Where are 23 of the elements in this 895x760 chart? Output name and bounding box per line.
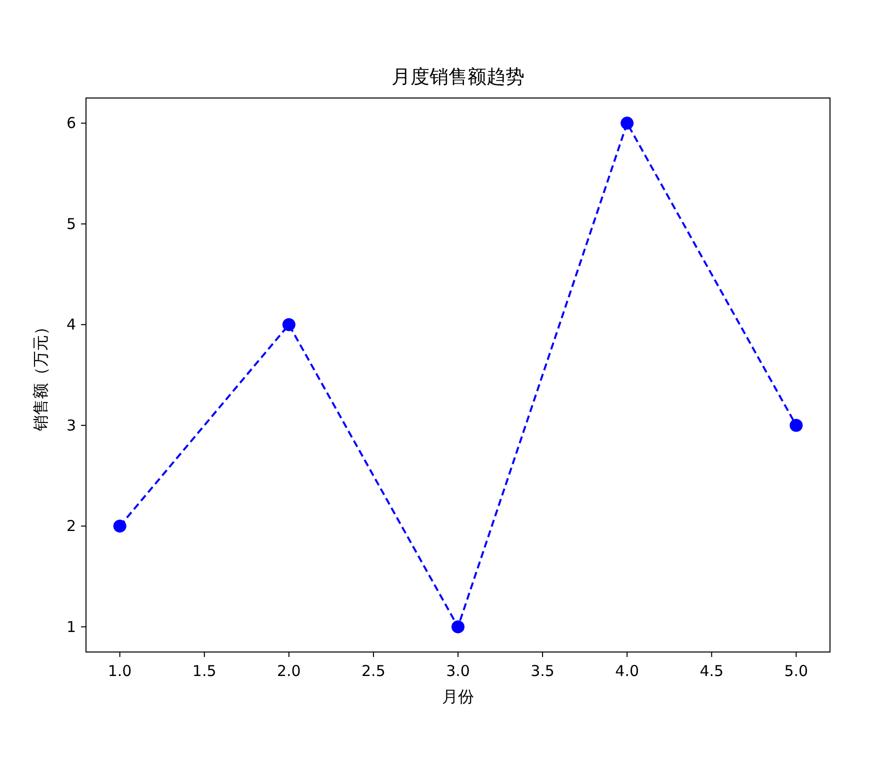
point [790, 418, 803, 432]
point [620, 116, 634, 130]
y-tick-label: 3 [66, 416, 76, 434]
x-tick-label: 4.0 [615, 662, 640, 680]
y-tick-label: 4 [66, 316, 76, 334]
x-tick-label: 4.5 [700, 662, 724, 680]
y-tick-label: 5 [66, 214, 76, 233]
x-tick-label: 1.5 [192, 662, 216, 680]
y-tick-label: 6 [66, 114, 76, 132]
x-tick-label: 2.0 [276, 662, 301, 680]
point [282, 318, 296, 332]
x-tick-label: 1.0 [108, 662, 132, 680]
point [113, 520, 126, 533]
y-tick-label: 1 [66, 618, 76, 636]
x-axis-title: 月份 [442, 687, 474, 706]
y-tick-label: 2 [66, 517, 76, 536]
x-tick-label: 3.0 [446, 662, 470, 680]
x-tick-label: 2.5 [362, 662, 386, 680]
x-tick-label: 3.5 [530, 662, 554, 680]
x-tick-label: 5.0 [784, 662, 808, 680]
y-axis-title: 销售额（万元） [31, 319, 50, 432]
chart-title: 月度销售额趋势 [392, 66, 524, 88]
point [452, 620, 464, 634]
